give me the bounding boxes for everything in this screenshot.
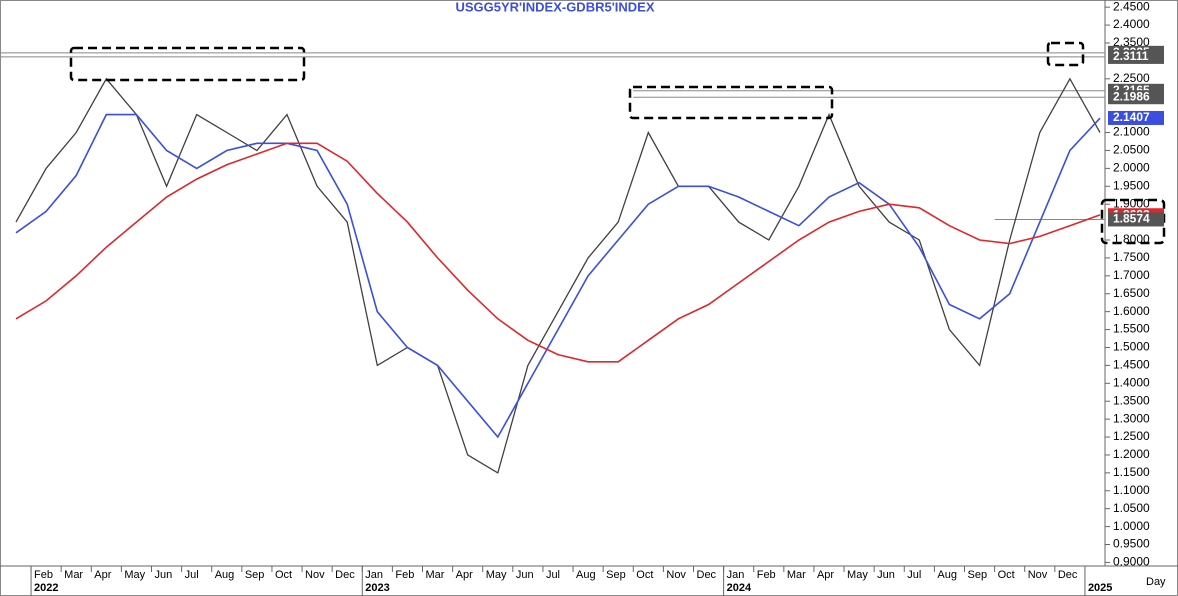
- y-tick-label: 0.9000: [1113, 555, 1150, 569]
- y-tick-label: 1.6000: [1113, 304, 1150, 318]
- x-tick-label: Oct: [275, 569, 292, 581]
- x-tick-label: Oct: [998, 569, 1015, 581]
- y-tick-label: 1.7500: [1113, 250, 1150, 264]
- y-tick-label: 0.9500: [1113, 537, 1150, 551]
- level-box: [1108, 212, 1164, 227]
- y-tick-label: 2.4500: [1113, 0, 1150, 13]
- y-tick-label: 1.8000: [1113, 232, 1150, 246]
- x-tick-label: Jan: [727, 569, 745, 581]
- x-tick-label: Apr: [94, 569, 111, 581]
- level-label: 2.3111: [1113, 49, 1149, 63]
- y-tick-label: 1.6500: [1113, 286, 1150, 300]
- series-line: [15, 142, 1101, 363]
- y-tick-label: 2.0000: [1113, 161, 1150, 175]
- series-line: [15, 113, 1101, 439]
- x-tick-label: Aug: [576, 569, 596, 581]
- y-tick-label: 1.4500: [1113, 358, 1150, 372]
- y-tick-label: 1.0500: [1113, 501, 1150, 515]
- y-tick-label: 1.5500: [1113, 322, 1150, 336]
- x-tick-label: Mar: [64, 569, 83, 581]
- chart-title: USGG5YR'INDEX-GDBR5'INDEX: [455, 0, 654, 14]
- x-tick-label: Sep: [606, 569, 626, 581]
- level-label: 1.8574: [1113, 212, 1150, 226]
- level-label: 2.1407: [1113, 110, 1150, 124]
- annotation-box: [69, 46, 306, 82]
- x-tick-label: Nov: [305, 569, 325, 581]
- level-box: [1108, 110, 1164, 125]
- x-tick-label: Aug: [937, 569, 957, 581]
- x-tick-label: Oct: [636, 569, 653, 581]
- x-tick-label: Mar: [787, 569, 806, 581]
- x-tick-label: Jan: [365, 569, 383, 581]
- x-tick-label: Dec: [697, 569, 717, 581]
- x-tick-label: Jul: [546, 569, 560, 581]
- x-tick-label: Jul: [907, 569, 921, 581]
- annotation-box: [1046, 41, 1085, 67]
- x-tick-label: May: [486, 569, 507, 581]
- x-tick-label: Jul: [185, 569, 199, 581]
- x-tick-label: Feb: [757, 569, 776, 581]
- x-year-label: 2022: [34, 582, 58, 594]
- x-tick-label: Dec: [1058, 569, 1078, 581]
- x-tick-label: Mar: [426, 569, 445, 581]
- level-box: [1108, 49, 1164, 64]
- x-tick-label: Nov: [666, 569, 686, 581]
- y-tick-label: 2.1000: [1113, 125, 1150, 139]
- y-tick-label: 1.4000: [1113, 375, 1150, 389]
- x-year-label: 2025: [1088, 582, 1112, 594]
- x-tick-label: Jun: [155, 569, 173, 581]
- x-tick-label: May: [847, 569, 868, 581]
- y-tick-label: 1.1500: [1113, 465, 1150, 479]
- x-year-label: 2023: [365, 582, 389, 594]
- y-tick-label: 1.2000: [1113, 447, 1150, 461]
- axes: 0.9000 0.9500 1.0000 1.0500 1.1000 1.1500 1.20…: [30, 0, 1164, 596]
- y-tick-label: 1.0000: [1113, 519, 1150, 533]
- grid: [0, 52, 1105, 220]
- y-tick-label: 2.4000: [1113, 17, 1150, 31]
- annotation-box: [628, 85, 834, 120]
- y-tick-label: 1.3500: [1113, 393, 1150, 407]
- y-tick-label: 1.7000: [1113, 268, 1150, 282]
- x-tick-label: Sep: [968, 569, 988, 581]
- x-tick-label: Dec: [335, 569, 355, 581]
- plot-area: [15, 77, 1101, 474]
- x-tick-label: Feb: [34, 569, 53, 581]
- x-tick-label: Sep: [245, 569, 265, 581]
- y-tick-label: 1.9500: [1113, 178, 1150, 192]
- level-box: [1108, 90, 1164, 105]
- x-tick-label: Nov: [1028, 569, 1048, 581]
- x-tick-label: Apr: [817, 569, 834, 581]
- x-tick-label: Aug: [215, 569, 235, 581]
- y-tick-label: 1.1000: [1113, 483, 1150, 497]
- y-tick-label: 1.3000: [1113, 411, 1150, 425]
- x-axis-label: Day: [1146, 576, 1166, 588]
- y-tick-label: 1.5000: [1113, 340, 1150, 354]
- x-year-label: 2024: [727, 582, 752, 594]
- y-tick-label: 1.9000: [1113, 196, 1150, 210]
- x-tick-label: May: [124, 569, 145, 581]
- level-label: 2.1986: [1113, 89, 1150, 103]
- x-tick-label: Feb: [395, 569, 414, 581]
- y-tick-label: 2.2500: [1113, 71, 1150, 85]
- y-tick-label: 2.3500: [1113, 35, 1150, 49]
- y-tick-label: 1.2500: [1113, 429, 1150, 443]
- x-tick-label: Apr: [456, 569, 473, 581]
- x-tick-label: Jun: [877, 569, 895, 581]
- series-line: [15, 77, 1101, 474]
- x-tick-label: Jun: [516, 569, 534, 581]
- y-tick-label: 2.0500: [1113, 143, 1150, 157]
